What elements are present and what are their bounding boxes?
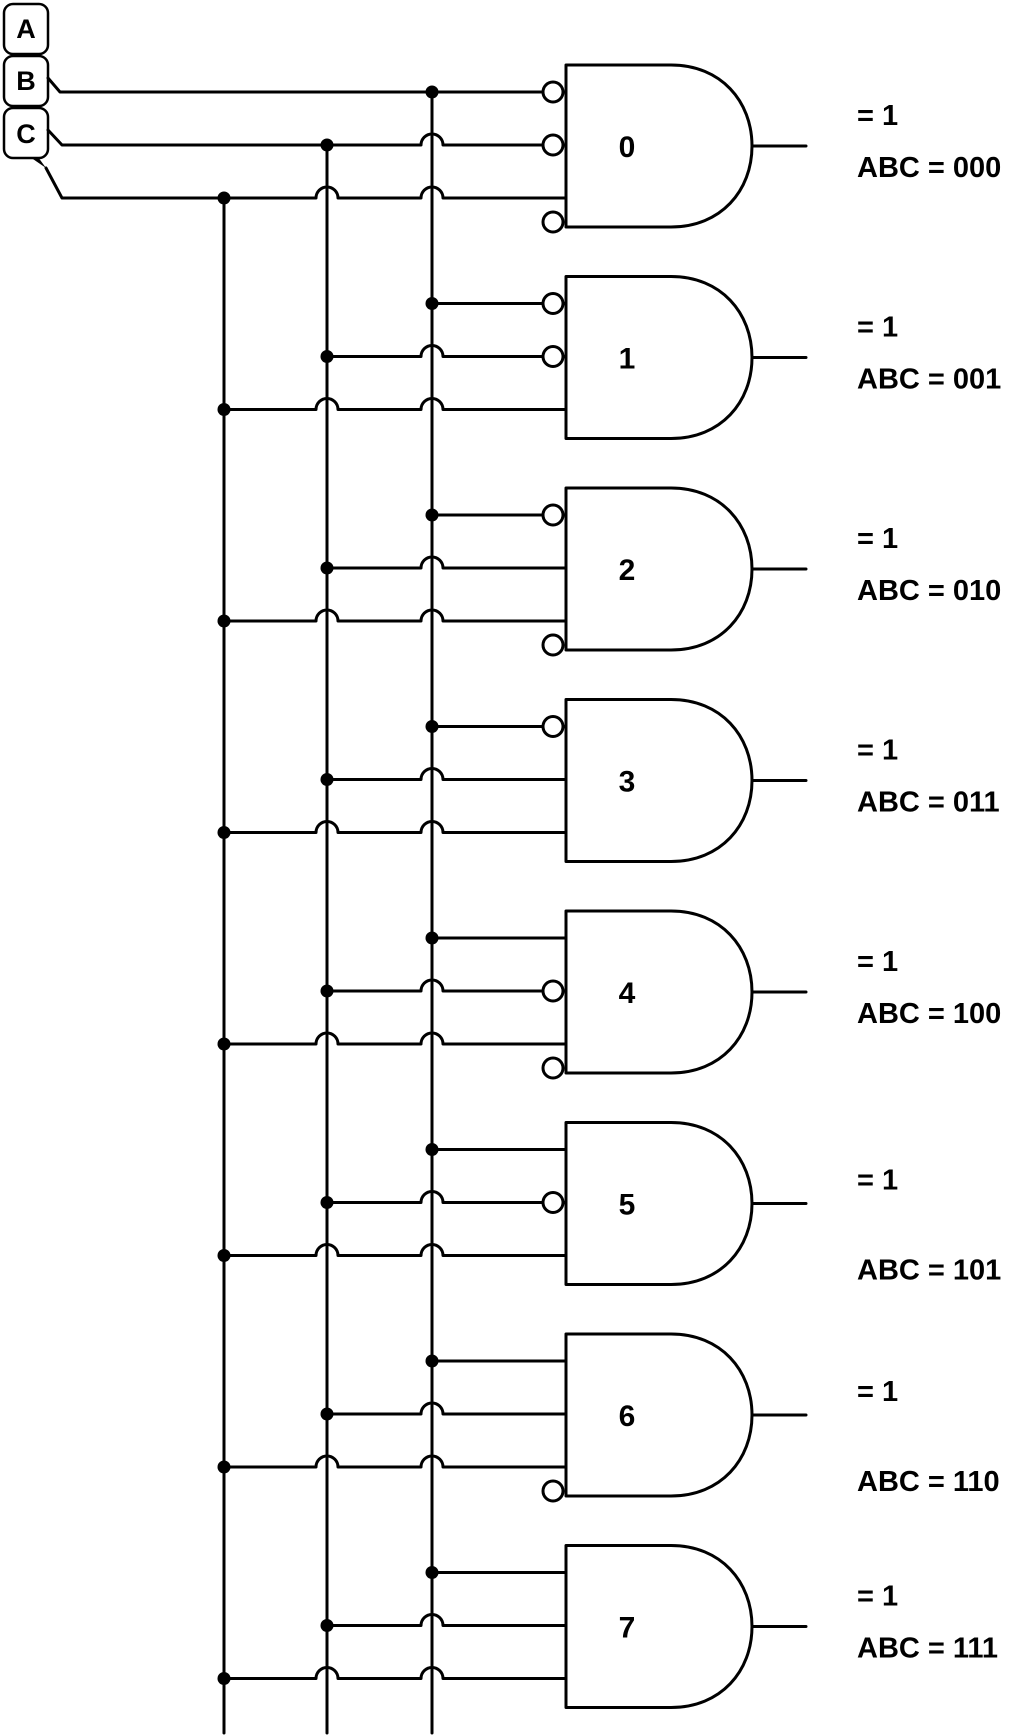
gate-6-input-2 — [222, 1454, 568, 1469]
gate-6-number: 6 — [619, 1400, 636, 1433]
gate-2-input-1 — [325, 555, 568, 570]
junction-dot — [425, 1566, 439, 1579]
gate-0-input-2 — [222, 185, 568, 200]
gate-0-inverter-bubble-2 — [541, 210, 565, 234]
and-gate-7 — [564, 1544, 754, 1709]
gate-5-inverter-bubble-1 — [541, 1191, 565, 1214]
and-gate-6 — [564, 1332, 754, 1498]
and-gates: 0 1 2 3 4 5 6 7 — [541, 63, 808, 1709]
junction-dot — [217, 1672, 231, 1685]
junction-dot — [320, 1196, 334, 1209]
gate-5-input-1 — [325, 1190, 568, 1204]
and-gate-5 — [564, 1121, 754, 1286]
junction-dot — [217, 1037, 231, 1051]
input-b-label: B — [16, 66, 36, 96]
gate-0-inverter-bubble-0 — [541, 80, 565, 104]
junction-dot — [320, 773, 334, 786]
junction-dot — [320, 350, 334, 363]
output-labels: = 1 ABC = 000 = 1 ABC = 001 = 1 ABC = 010 = 1 A… — [857, 100, 1001, 1665]
and-gate-4 — [564, 909, 754, 1075]
junction-dot — [320, 561, 334, 575]
gate-2-number: 2 — [619, 554, 636, 587]
gate-1-input-1 — [325, 344, 568, 358]
junction-dot — [425, 1354, 439, 1368]
and-gate-3 — [564, 698, 754, 863]
gate-5-number: 5 — [619, 1189, 636, 1222]
gate-0-input-1 — [325, 132, 568, 147]
and-gate-2 — [564, 486, 754, 652]
gate-3-input-2 — [222, 820, 568, 834]
junction-dot — [425, 297, 439, 310]
gate-4-number: 4 — [619, 977, 636, 1010]
gate-2-output-condition: ABC = 010 — [857, 575, 1001, 607]
junction-dot — [217, 826, 231, 839]
gate-7-output-condition: ABC = 111 — [857, 1633, 998, 1665]
gate-7-input-2 — [222, 1666, 568, 1680]
gate-1-input-2 — [222, 397, 568, 411]
junction-dot — [217, 614, 231, 628]
and-gate-0 — [564, 63, 754, 229]
input-feed-c — [44, 166, 226, 200]
gate-5-input-2 — [222, 1243, 568, 1257]
junction-dot — [217, 1249, 231, 1262]
junction-dot — [320, 984, 334, 998]
gate-2-output-value: = 1 — [857, 523, 898, 555]
gate-4-inverter-bubble-2 — [541, 1056, 565, 1080]
gate-6-inverter-bubble-2 — [541, 1479, 565, 1503]
junction-dot — [425, 1143, 439, 1156]
junction-dot — [425, 508, 439, 522]
gate-7-output-value: = 1 — [857, 1581, 898, 1613]
junction-dot — [217, 1460, 231, 1474]
input-c: C — [2, 106, 50, 168]
gate-2-input-2 — [222, 608, 568, 623]
gate-6-output-condition: ABC = 110 — [857, 1466, 1000, 1498]
junction-dot — [425, 720, 439, 733]
gate-6-output-value: = 1 — [857, 1376, 898, 1408]
gate-0-inverter-bubble-1 — [541, 133, 565, 157]
input-feed-a — [46, 76, 434, 94]
and-gate-1 — [564, 275, 754, 440]
gate-0-number: 0 — [619, 131, 636, 164]
gate-1-output-value: = 1 — [857, 312, 898, 344]
gate-2-inverter-bubble-2 — [541, 633, 565, 657]
gate-5-output-value: = 1 — [857, 1165, 898, 1197]
gate-1-number: 1 — [619, 343, 636, 376]
gate-4-input-1 — [325, 978, 568, 993]
gate-4-output-condition: ABC = 100 — [857, 998, 1001, 1030]
gate-4-input-2 — [222, 1031, 568, 1046]
gate-7-number: 7 — [619, 1612, 636, 1645]
junction-dot — [217, 403, 231, 416]
gate-1-inverter-bubble-1 — [541, 345, 565, 368]
input-c-tag-tip — [30, 157, 46, 168]
gate-3-input-1 — [325, 767, 568, 781]
input-a-label: A — [16, 14, 36, 44]
gate-3-inverter-bubble-0 — [541, 715, 565, 738]
gate-4-output-value: = 1 — [857, 946, 898, 978]
junction-dot — [320, 1407, 334, 1421]
gate-3-output-condition: ABC = 011 — [857, 787, 1000, 819]
gate-3-output-value: = 1 — [857, 735, 898, 767]
gate-2-inverter-bubble-0 — [541, 503, 565, 527]
junction-dot — [425, 931, 439, 945]
gate-5-output-condition: ABC = 101 — [857, 1255, 1001, 1287]
input-a: A — [2, 2, 50, 56]
gate-6-input-1 — [325, 1401, 568, 1416]
input-c-label: C — [16, 119, 36, 149]
input-feed-b — [46, 128, 329, 147]
gate-7-input-1 — [325, 1613, 568, 1627]
junction-dot — [320, 1619, 334, 1632]
gate-3-number: 3 — [619, 766, 636, 799]
input-b: B — [2, 54, 50, 108]
gate-4-inverter-bubble-1 — [541, 979, 565, 1003]
gate-0-output-value: = 1 — [857, 100, 898, 132]
gate-0-output-condition: ABC = 000 — [857, 152, 1001, 184]
gate-1-output-condition: ABC = 001 — [857, 364, 1001, 396]
gate-1-inverter-bubble-0 — [541, 292, 565, 315]
input-buses — [44, 76, 568, 1735]
